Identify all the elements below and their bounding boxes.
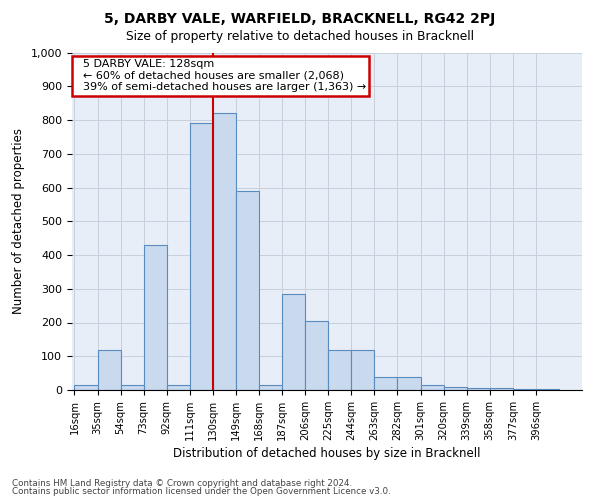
Text: 5, DARBY VALE, WARFIELD, BRACKNELL, RG42 2PJ: 5, DARBY VALE, WARFIELD, BRACKNELL, RG42…	[104, 12, 496, 26]
Y-axis label: Number of detached properties: Number of detached properties	[12, 128, 25, 314]
Bar	[74, 385, 97, 390]
Text: 5 DARBY VALE: 128sqm
  ← 60% of detached houses are smaller (2,068)
  39% of sem: 5 DARBY VALE: 128sqm ← 60% of detached h…	[76, 59, 366, 92]
Bar	[282, 294, 305, 390]
Bar	[143, 245, 167, 390]
Bar	[97, 350, 121, 390]
Bar	[397, 376, 421, 390]
Bar	[121, 385, 143, 390]
X-axis label: Distribution of detached houses by size in Bracknell: Distribution of detached houses by size …	[173, 447, 481, 460]
Bar	[467, 388, 490, 390]
Bar	[421, 385, 443, 390]
Bar	[213, 114, 236, 390]
Bar	[190, 124, 213, 390]
Text: Size of property relative to detached houses in Bracknell: Size of property relative to detached ho…	[126, 30, 474, 43]
Bar	[490, 388, 513, 390]
Bar	[259, 385, 282, 390]
Bar	[536, 389, 559, 390]
Bar	[167, 385, 190, 390]
Bar	[351, 350, 374, 390]
Bar	[374, 376, 397, 390]
Text: Contains HM Land Registry data © Crown copyright and database right 2024.: Contains HM Land Registry data © Crown c…	[12, 478, 352, 488]
Bar	[236, 191, 259, 390]
Bar	[305, 321, 328, 390]
Text: Contains public sector information licensed under the Open Government Licence v3: Contains public sector information licen…	[12, 487, 391, 496]
Bar	[443, 386, 467, 390]
Bar	[328, 350, 351, 390]
